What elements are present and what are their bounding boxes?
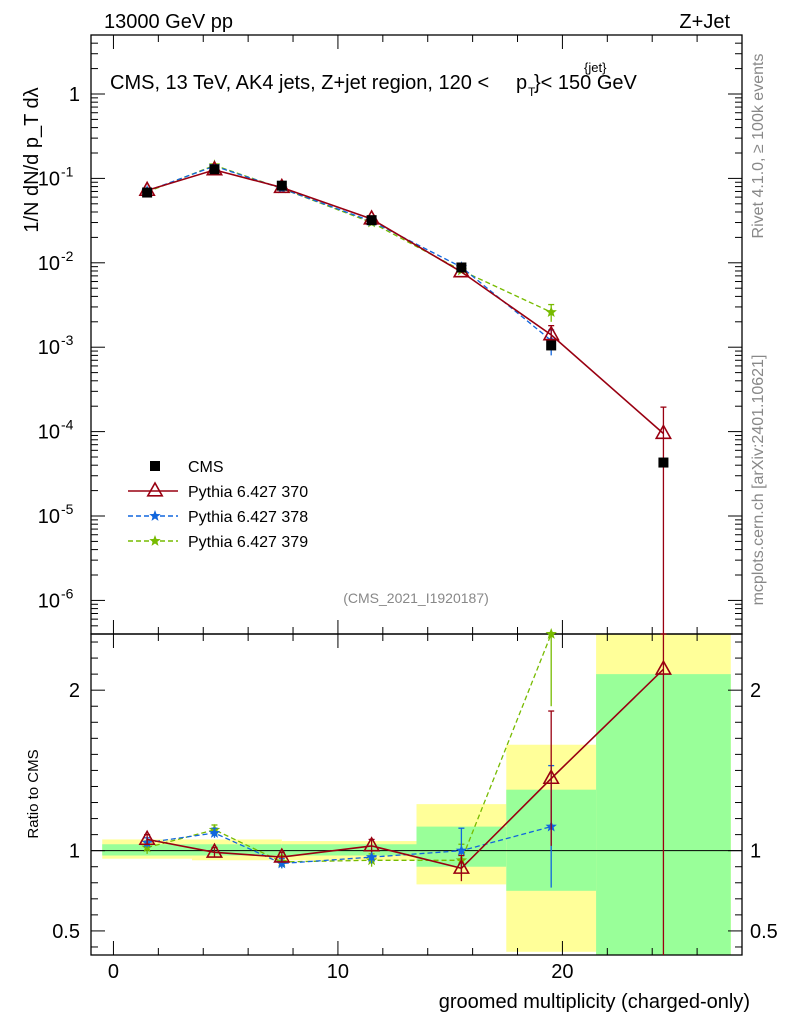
ratio-y-tick-label-right: 1 xyxy=(750,841,761,863)
legend-marker-1 xyxy=(149,510,161,521)
y-tick-exponent: -1 xyxy=(61,163,74,179)
ratio-y-tick-label-right: 0.5 xyxy=(750,921,778,943)
y-tick-exponent: -5 xyxy=(61,501,74,517)
y-tick-exponent: -2 xyxy=(61,248,74,264)
stat-uncertainty-band-2 xyxy=(281,844,417,856)
series-point-0 xyxy=(654,423,672,440)
ratio-frame xyxy=(90,633,743,956)
y-tick-label: 10 xyxy=(38,422,60,444)
cms-data-point xyxy=(546,340,557,351)
legend-cms-marker xyxy=(150,461,160,471)
mcplots-label: mcplots.cern.ch [arXiv:2401.10621] xyxy=(750,355,767,606)
ratio-point-2 xyxy=(545,628,557,639)
y-tick-label: 10 xyxy=(38,253,60,275)
legend-marker-0 xyxy=(146,481,164,497)
ratio-point-1 xyxy=(365,851,378,862)
legend-label-0: Pythia 6.427 370 xyxy=(188,484,308,501)
main-y-axis-label: 1/N dN/d p_T dλ xyxy=(21,87,43,232)
main-y-axis-label-text: 1/N dN/d p_T dλ xyxy=(21,87,43,232)
header-right: Z+Jet xyxy=(679,11,730,33)
main-plot-series xyxy=(138,159,672,634)
y-tick-exponent: -3 xyxy=(61,332,74,348)
analysis-id: (CMS_2021_I1920187) xyxy=(343,590,489,606)
y-tick-label: 10 xyxy=(38,590,60,612)
cms-data-point xyxy=(658,457,669,468)
x-tick-label: 20 xyxy=(551,961,573,983)
x-axis-label: groomed multiplicity (charged-only) xyxy=(439,991,750,1013)
y-tick-label: 10 xyxy=(38,337,60,359)
series-point-2 xyxy=(545,306,557,317)
title-p: p xyxy=(516,72,527,94)
legend-label-2: Pythia 6.427 379 xyxy=(188,534,308,551)
stat-uncertainty-band-1 xyxy=(192,844,282,856)
y-tick-exponent: -4 xyxy=(61,417,74,433)
ratio-uncertainty-bands xyxy=(102,634,731,955)
x-tick-label: 10 xyxy=(327,961,349,983)
y-tick-exponent: -6 xyxy=(61,585,74,601)
ratio-plot-series xyxy=(138,628,672,955)
ratio-y-tick-label-left: 1 xyxy=(69,841,80,863)
ratio-line-2 xyxy=(146,633,552,863)
ratio-point-0 xyxy=(654,659,672,675)
legend-marker-2 xyxy=(149,535,161,546)
series-line-0 xyxy=(146,169,664,435)
ratio-point-1 xyxy=(455,844,468,856)
cms-data-point xyxy=(456,262,467,273)
cms-data-point xyxy=(276,180,287,191)
ratio-y-tick-label-left: 2 xyxy=(69,680,80,702)
cms-data-point xyxy=(366,215,377,226)
legend-label-1: Pythia 6.427 378 xyxy=(188,509,308,526)
title-jet: {jet} xyxy=(584,60,607,75)
ratio-line-1 xyxy=(147,825,552,865)
y-tick-label: 10 xyxy=(38,168,60,190)
cms-data-point xyxy=(142,187,153,198)
ratio-point-0 xyxy=(542,768,560,785)
ratio-point-0 xyxy=(452,858,470,874)
y-tick-label: 1 xyxy=(69,84,80,106)
header-left: 13000 GeV pp xyxy=(104,11,233,33)
ratio-y-axis-label: Ratio to CMS xyxy=(25,749,42,838)
title-prefix: CMS, 13 TeV, AK4 jets, Z+jet region, 120… xyxy=(110,72,489,94)
ratio-y-tick-label-left: 0.5 xyxy=(52,921,80,943)
y-tick-label: 10 xyxy=(38,506,60,528)
plot-frames xyxy=(90,34,743,956)
legend: CMS Pythia 6.427 370 Pythia 6.427 378 Pythi… xyxy=(128,459,308,551)
ratio-y-tick-label-right: 2 xyxy=(750,680,761,702)
cms-data-point xyxy=(209,164,220,175)
ratio-point-1 xyxy=(208,827,221,838)
series-point-0 xyxy=(542,325,560,341)
chart-title: CMS, 13 TeV, AK4 jets, Z+jet region, 120… xyxy=(110,60,638,99)
ratio-point-0 xyxy=(138,829,156,846)
rivet-label: Rivet 4.1.0, ≥ 100k events xyxy=(750,54,767,239)
series-line-1 xyxy=(146,165,552,342)
x-tick-label: 0 xyxy=(108,961,119,983)
ratio-point-0 xyxy=(205,842,224,858)
ratio-point-0 xyxy=(273,847,291,863)
ratio-point-0 xyxy=(363,836,381,852)
ratio-point-1 xyxy=(276,857,288,869)
legend-cms-label: CMS xyxy=(188,459,224,476)
title-suffix: }< 150 GeV xyxy=(534,72,638,94)
title-T: T xyxy=(528,85,536,99)
